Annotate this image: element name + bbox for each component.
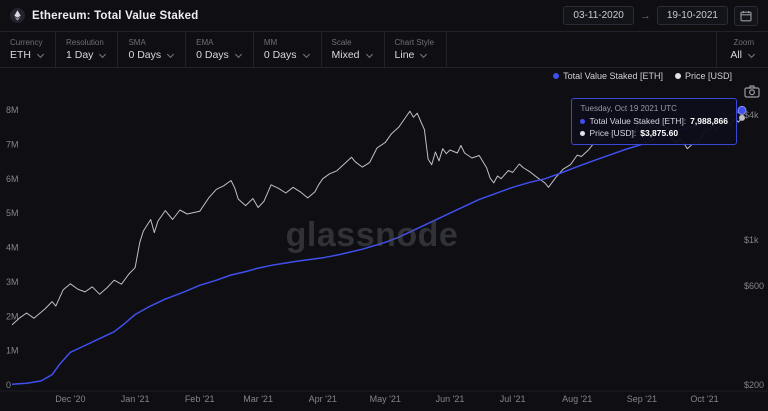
chevron-down-icon — [302, 50, 310, 58]
control-value: All — [730, 49, 742, 61]
x-tick-label: Jul '21 — [500, 394, 526, 404]
toolbar: Currency ETH Resolution 1 Day SMA 0 Days… — [0, 32, 768, 68]
control-zoom[interactable]: Zoom All — [716, 32, 768, 67]
chevron-down-icon — [36, 50, 45, 58]
x-tick-label: May '21 — [370, 394, 401, 404]
ethereum-logo-icon — [10, 8, 25, 23]
y-right-tick-label: $200 — [744, 380, 764, 390]
y-left-tick-label: 0 — [6, 380, 11, 390]
control-resolution[interactable]: Resolution 1 Day — [56, 32, 119, 67]
y-left-tick-label: 7M — [6, 139, 19, 149]
price-end-marker — [739, 114, 745, 121]
page-title: Ethereum: Total Value Staked — [32, 9, 199, 22]
staked-end-marker — [737, 105, 747, 115]
y-left-tick-label: 2M — [6, 311, 19, 321]
legend-item-staked[interactable]: Total Value Staked [ETH] — [553, 71, 663, 81]
chevron-down-icon — [99, 50, 107, 58]
chevron-down-icon — [234, 50, 242, 58]
tooltip-label: Total Value Staked [ETH]: — [589, 116, 687, 126]
y-left-tick-label: 5M — [6, 208, 19, 218]
x-tick-label: Aug '21 — [562, 394, 592, 404]
y-left-tick-label: 4M — [6, 243, 19, 253]
y-left-tick-label: 6M — [6, 174, 19, 184]
date-start-input[interactable]: 03-11-2020 — [563, 6, 634, 25]
control-label: MM — [263, 38, 278, 47]
y-right-tick-label: $4k — [744, 110, 759, 120]
chevron-down-icon — [365, 50, 373, 58]
chevron-down-icon — [167, 50, 175, 58]
tooltip-label: Price [USD]: — [589, 128, 637, 138]
legend-dot-icon — [580, 130, 586, 136]
control-ema[interactable]: EMA 0 Days — [186, 32, 254, 67]
control-currency[interactable]: Currency ETH — [0, 32, 56, 67]
header-bar: Ethereum: Total Value Staked 03-11-2020 … — [0, 0, 768, 32]
control-value: Mixed — [331, 49, 360, 61]
tooltip-row: Total Value Staked [ETH]: 7,988,866 — [580, 116, 728, 126]
camera-icon — [744, 85, 760, 98]
x-tick-label: Jun '21 — [436, 394, 465, 404]
chart-legend: Total Value Staked [ETH] Price [USD] — [553, 71, 732, 81]
control-mm[interactable]: MM 0 Days — [254, 32, 322, 67]
date-end-input[interactable]: 19-10-2021 — [656, 6, 728, 25]
x-tick-label: Mar '21 — [243, 394, 273, 404]
y-left-tick-label: 1M — [6, 346, 19, 356]
control-value: 0 Days — [128, 49, 162, 61]
control-value: 0 Days — [263, 49, 297, 61]
date-range: 03-11-2020 → 19-10-2021 — [563, 5, 758, 26]
tooltip-date: Tuesday, Oct 19 2021 UTC — [580, 104, 677, 113]
tooltip-value: 7,988,866 — [690, 116, 728, 126]
control-scale[interactable]: Scale Mixed — [322, 32, 385, 67]
legend-dot-icon — [674, 73, 681, 79]
date-range-arrow: → — [639, 9, 651, 22]
control-value: 1 Day — [66, 49, 94, 61]
x-tick-label: Sep '21 — [627, 394, 657, 404]
x-tick-label: Feb '21 — [185, 394, 215, 404]
tooltip-row: Price [USD]: $3,875.60 — [580, 128, 728, 138]
legend-label: Price [USD] — [684, 71, 732, 81]
y-right-tick-label: $600 — [744, 281, 764, 291]
calendar-icon — [740, 10, 752, 22]
calendar-button[interactable] — [734, 5, 758, 26]
control-label: Resolution — [66, 38, 104, 47]
staked-line[interactable] — [11, 109, 743, 386]
control-label: Chart Style — [394, 38, 435, 47]
control-chart-style[interactable]: Chart Style Line — [385, 32, 448, 67]
x-tick-label: Oct '21 — [690, 394, 718, 404]
control-label: Scale — [331, 38, 352, 47]
x-tick-label: Dec '20 — [55, 394, 85, 404]
x-tick-label: Apr '21 — [309, 394, 337, 404]
control-sma[interactable]: SMA 0 Days — [118, 32, 187, 67]
legend-label: Total Value Staked [ETH] — [563, 71, 663, 81]
chart-area: Total Value Staked [ETH] Price [USD] 0 1M… — [0, 68, 768, 411]
legend-dot-icon — [553, 73, 560, 79]
chart-tooltip: Tuesday, Oct 19 2021 UTC Total Value Sta… — [571, 98, 737, 145]
control-label: Zoom — [733, 38, 754, 47]
control-label: Currency — [10, 38, 43, 47]
legend-item-price[interactable]: Price [USD] — [674, 71, 732, 81]
control-value: ETH — [10, 49, 31, 61]
y-right-tick-label: $1k — [744, 235, 759, 245]
chevron-down-icon — [420, 50, 428, 58]
tooltip-value: $3,875.60 — [640, 128, 679, 138]
control-label: EMA — [196, 38, 214, 47]
control-value: Line — [394, 49, 415, 61]
screenshot-button[interactable] — [742, 83, 762, 100]
chevron-down-icon — [747, 50, 756, 58]
control-value: 0 Days — [196, 49, 229, 61]
control-label: SMA — [128, 38, 146, 47]
title-group: Ethereum: Total Value Staked — [10, 8, 198, 23]
y-left-tick-label: 3M — [6, 277, 19, 287]
y-left-tick-label: 8M — [6, 105, 19, 115]
chart-canvas[interactable]: 0 1M 2M 3M 4M 5M 6M 7M 8M $200 $600 $1k $4k Dec '20 Ja… — [0, 68, 768, 411]
x-tick-label: Jan '21 — [121, 394, 150, 404]
legend-dot-icon — [580, 118, 586, 124]
